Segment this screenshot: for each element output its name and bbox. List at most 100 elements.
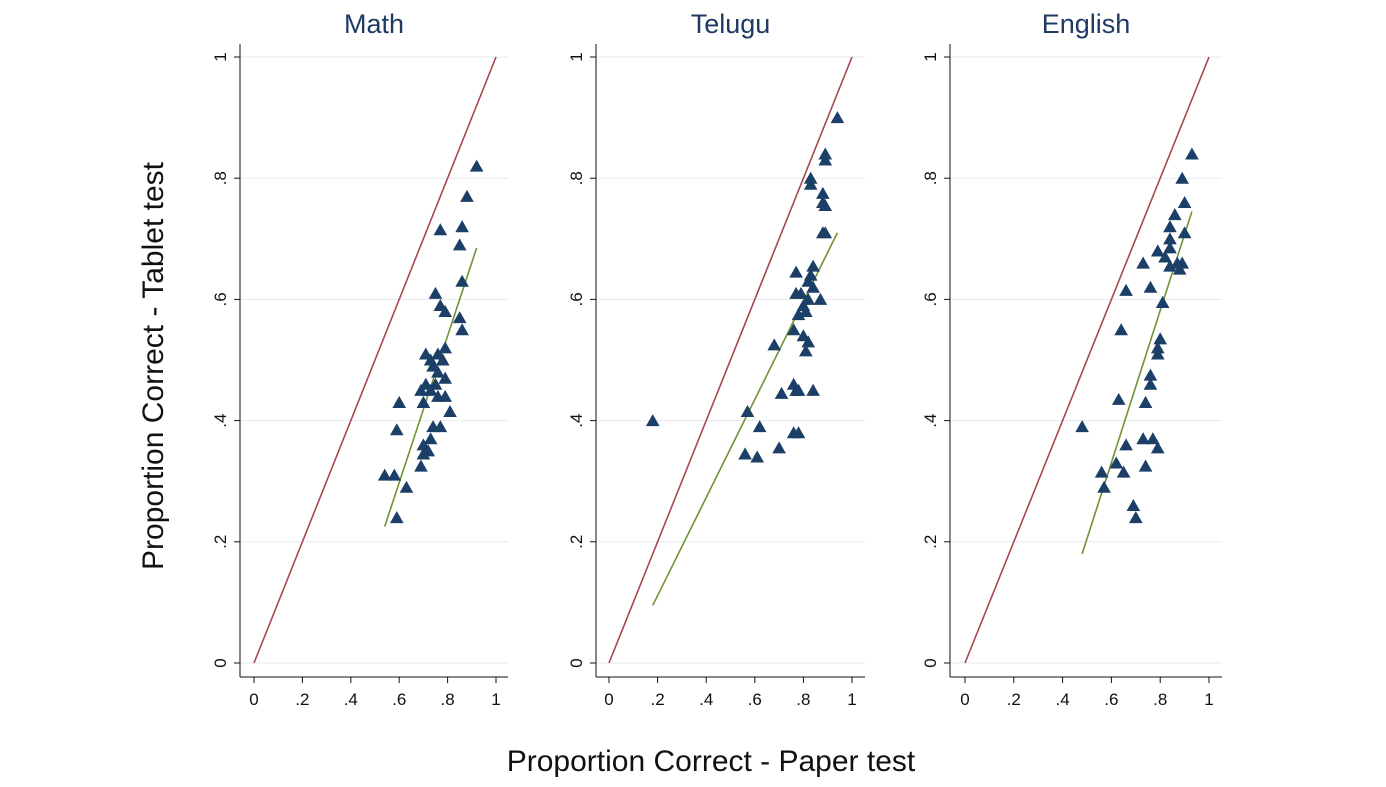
data-point <box>377 468 392 481</box>
identity-line <box>608 56 853 664</box>
data-point <box>1109 456 1124 469</box>
data-point <box>1158 250 1172 263</box>
data-point <box>389 423 404 436</box>
data-point <box>416 447 431 460</box>
data-point <box>1146 432 1160 445</box>
data-point <box>1119 283 1133 296</box>
x-tick-label: .4 <box>699 690 713 709</box>
data-point <box>1143 280 1158 293</box>
data-point <box>772 441 786 454</box>
data-point <box>1185 147 1199 160</box>
y-tick-label: 0 <box>921 658 940 667</box>
data-point <box>1111 392 1126 405</box>
data-point <box>818 226 833 239</box>
data-point <box>452 311 467 324</box>
data-point <box>789 265 803 278</box>
data-point <box>423 432 438 445</box>
data-point <box>389 511 404 524</box>
data-point <box>1150 441 1165 454</box>
data-point <box>443 405 457 418</box>
x-tick-label: .6 <box>748 690 762 709</box>
data-point <box>469 159 484 172</box>
data-point <box>1155 295 1170 308</box>
y-tick-label: .4 <box>211 414 230 428</box>
x-tick-label: 1 <box>1204 690 1213 709</box>
y-tick-label: .4 <box>921 414 940 428</box>
y-tick-label: .8 <box>921 171 940 185</box>
x-axis-title: Proportion Correct - Paper test <box>507 745 916 778</box>
y-tick-label: 1 <box>211 52 230 61</box>
data-point <box>431 365 445 378</box>
x-tick-label: .8 <box>1153 690 1167 709</box>
data-point <box>1138 395 1153 408</box>
x-tick-label: .8 <box>796 690 810 709</box>
panel-title-math: Math <box>344 9 404 39</box>
data-point <box>1143 377 1158 390</box>
x-tick-label: .6 <box>392 690 406 709</box>
data-point <box>392 395 407 408</box>
data-point <box>438 371 453 384</box>
x-tick-label: .2 <box>651 690 665 709</box>
data-point <box>774 386 789 399</box>
fit-line <box>652 232 839 606</box>
data-point <box>1153 332 1168 345</box>
data-point <box>455 323 469 336</box>
x-tick-label: .8 <box>441 690 455 709</box>
data-point <box>799 305 813 318</box>
y-tick-label: .2 <box>211 535 230 549</box>
y-tick-label: 1 <box>567 52 586 61</box>
data-point <box>1163 232 1177 245</box>
data-point <box>752 420 767 433</box>
data-point <box>813 292 828 305</box>
data-point <box>433 223 448 236</box>
data-point <box>455 274 469 287</box>
y-tick-label: .6 <box>567 292 586 306</box>
data-point <box>1172 262 1187 275</box>
y-tick-label: .8 <box>567 171 586 185</box>
data-point <box>433 420 448 433</box>
x-tick-label: 1 <box>491 690 500 709</box>
data-point <box>1175 171 1189 184</box>
data-point <box>438 305 453 318</box>
data-point <box>414 383 428 396</box>
data-point <box>791 426 806 439</box>
data-point <box>806 259 820 272</box>
data-point <box>791 383 806 396</box>
data-point <box>830 111 845 124</box>
data-point <box>1177 226 1192 239</box>
data-point <box>1150 244 1165 257</box>
y-axis-title: Proportion Correct - Tablet test <box>137 161 170 570</box>
data-point <box>645 414 660 427</box>
data-point <box>423 383 438 396</box>
data-point <box>801 335 816 348</box>
data-point <box>438 341 453 354</box>
data-point <box>1150 341 1165 354</box>
data-point <box>791 308 806 321</box>
y-tick-label: 1 <box>921 52 940 61</box>
data-point <box>1163 220 1177 233</box>
data-point <box>1116 465 1131 478</box>
data-point <box>399 480 414 493</box>
data-point <box>460 189 474 202</box>
data-point <box>786 323 801 336</box>
y-tick-label: .2 <box>567 535 586 549</box>
data-point <box>1128 511 1143 524</box>
x-tick-label: .2 <box>295 690 309 709</box>
y-tick-label: .2 <box>921 535 940 549</box>
data-point <box>1168 208 1182 221</box>
data-point <box>1163 241 1177 254</box>
x-tick-label: .4 <box>344 690 358 709</box>
data-point <box>1126 498 1141 511</box>
x-tick-label: .4 <box>1056 690 1070 709</box>
data-point <box>387 468 402 481</box>
x-tick-label: 0 <box>249 690 258 709</box>
data-point <box>1143 368 1158 381</box>
data-point <box>1150 347 1165 360</box>
data-point <box>740 405 755 418</box>
data-point <box>750 450 765 463</box>
panel-telugu: 0 .2 .4 .6 .8 1 0 .2 .4 .6 .8 1 Telugu <box>567 9 865 709</box>
data-point <box>1114 323 1128 336</box>
data-point <box>1136 432 1150 445</box>
